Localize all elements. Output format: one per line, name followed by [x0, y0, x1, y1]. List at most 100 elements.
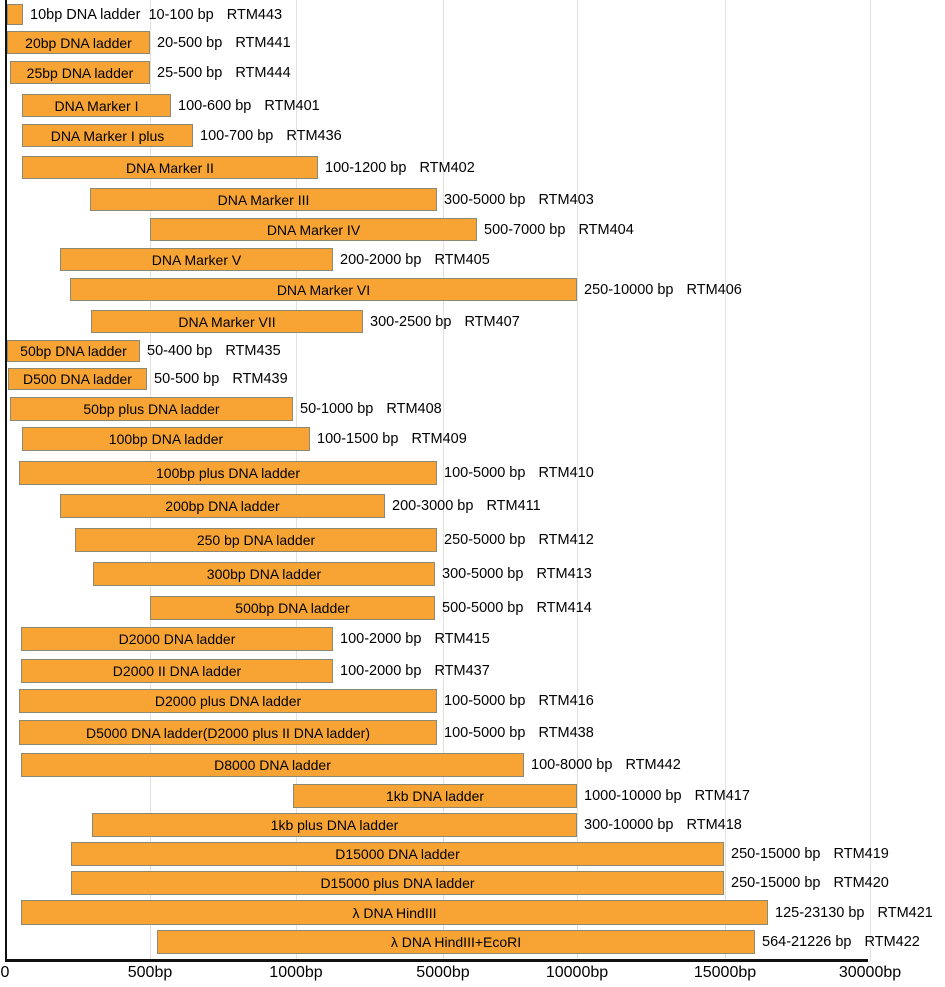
range-bar: 1kb plus DNA ladder [92, 813, 577, 837]
row-annotation: 250 bp DNA ladder 250-5000 bp RTM412 [444, 528, 594, 552]
ladder-name-label: D2000 II DNA ladder [112, 663, 242, 679]
catalog-number-label: RTM402 [419, 159, 475, 176]
range-bar: D2000 plus DNA ladder [19, 689, 437, 713]
gridline-15000 [725, 0, 726, 961]
row-annotation: DNA Marker VI 250-10000 bp RTM406 [584, 278, 742, 301]
gridline-10000 [577, 0, 578, 961]
catalog-number-label: RTM416 [538, 693, 594, 709]
catalog-number-label: RTM435 [225, 343, 281, 359]
catalog-number-label: RTM436 [286, 127, 342, 144]
gridline-5000 [443, 0, 444, 961]
ladder-name-label: 50bp plus DNA ladder [83, 401, 220, 417]
catalog-number-label: RTM412 [538, 532, 594, 548]
size-range-label: 300-2500 bp [370, 313, 452, 330]
size-range-label: 200-3000 bp [392, 498, 474, 514]
row-annotation: D2000 II DNA ladder 100-2000 bp RTM437 [340, 659, 490, 683]
row-annotation: 50bp plus DNA ladder 50-1000 bp RTM408 [300, 397, 442, 421]
row-annotation: λ DNA HindIII 125-23130 bp RTM421 [775, 900, 933, 925]
ladder-name-label: 500bp DNA ladder [235, 600, 350, 616]
x-tick-label-30000: 30000bp [838, 964, 902, 981]
range-bar: 500bp DNA ladder [150, 596, 435, 620]
catalog-number-label: RTM442 [625, 757, 681, 773]
size-range-label: 50-500 bp [154, 371, 220, 387]
range-bar: 250 bp DNA ladder [75, 528, 437, 552]
catalog-number-label: RTM414 [536, 600, 592, 616]
size-range-label: 100-2000 bp [340, 631, 422, 647]
ladder-name-label: D500 DNA ladder [23, 371, 132, 387]
row-annotation: D15000 DNA ladder 250-15000 bp RTM419 [731, 842, 889, 866]
size-range-label: 1000-10000 bp [584, 788, 682, 804]
range-bar: 100bp plus DNA ladder [19, 461, 437, 485]
range-bar: D2000 II DNA ladder [21, 659, 333, 683]
catalog-number-label: RTM415 [434, 631, 490, 647]
size-range-label: 250-15000 bp [731, 846, 821, 862]
row-annotation: 300bp DNA ladder 300-5000 bp RTM413 [442, 562, 592, 586]
ladder-name-label: D2000 plus DNA ladder [154, 693, 302, 709]
ladder-name-label: 250 bp DNA ladder [196, 532, 316, 548]
catalog-number-label: RTM420 [833, 875, 889, 891]
catalog-number-label: RTM413 [536, 566, 592, 582]
ladder-name-label: DNA Marker II [126, 159, 214, 176]
size-range-label: 250-5000 bp [444, 532, 526, 548]
row-annotation: λ DNA HindIII+EcoRI 564-21226 bp RTM422 [762, 930, 920, 954]
range-bar: D8000 DNA ladder [21, 753, 524, 777]
catalog-number-label: RTM421 [877, 904, 933, 921]
size-range-label: 100-5000 bp [444, 693, 526, 709]
range-bar: 20bp DNA ladder [7, 31, 150, 54]
x-tick-label-0: 0 [0, 964, 10, 981]
size-range-label: 20-500 bp [157, 34, 223, 51]
ladder-name-label: 100bp DNA ladder [108, 431, 224, 447]
ladder-name-label: D8000 DNA ladder [214, 757, 331, 773]
size-range-label: 10-100 bp [148, 6, 214, 23]
ladder-name-label: 200bp DNA ladder [165, 498, 280, 514]
catalog-number-label: RTM441 [235, 34, 291, 51]
size-range-label: 300-5000 bp [444, 191, 526, 208]
row-annotation: DNA Marker V 200-2000 bp RTM405 [340, 248, 490, 271]
range-bar: 1kb DNA ladder [293, 784, 577, 808]
x-tick-label-500: 500bp [127, 964, 173, 981]
ladder-name-label: 300bp DNA ladder [206, 566, 322, 582]
gridline-30000 [870, 0, 871, 961]
row-annotation: 1kb plus DNA ladder 300-10000 bp RTM418 [584, 813, 742, 837]
ladder-name-label: 25bp DNA ladder [26, 64, 134, 81]
range-bar: DNA Marker III [90, 188, 437, 211]
range-bar: 50bp DNA ladder [7, 340, 140, 362]
row-annotation: D15000 plus DNA ladder 250-15000 bp RTM4… [731, 871, 889, 895]
ladder-name-label: 50bp DNA ladder [20, 343, 127, 359]
ladder-name-label: DNA Marker V [151, 251, 242, 268]
row-annotation: 20bp DNA ladder 20-500 bp RTM441 [157, 31, 291, 54]
row-annotation: 100bp DNA ladder 100-1500 bp RTM409 [317, 427, 467, 451]
size-range-label: 300-5000 bp [442, 566, 524, 582]
size-range-label: 100-5000 bp [444, 724, 526, 741]
catalog-number-label: RTM403 [538, 191, 594, 208]
range-bar: DNA Marker VI [70, 278, 577, 301]
range-bar: 25bp DNA ladder [10, 61, 150, 84]
row-annotation: D5000 DNA ladder(D2000 plus II DNA ladde… [444, 720, 594, 745]
size-range-label: 100-2000 bp [340, 663, 422, 679]
range-bar: DNA Marker VII [91, 310, 363, 333]
catalog-number-label: RTM404 [578, 221, 634, 238]
range-bar: 100bp DNA ladder [22, 427, 310, 451]
size-range-label: 50-400 bp [147, 343, 213, 359]
catalog-number-label: RTM418 [686, 817, 742, 833]
ladder-name-label: 1kb plus DNA ladder [270, 817, 399, 833]
row-annotation: 10bp DNA ladder 10-100 bp RTM443 [30, 4, 282, 25]
range-bar: DNA Marker V [60, 248, 333, 271]
catalog-number-label: RTM419 [833, 846, 889, 862]
range-bar: DNA Marker I [22, 94, 171, 117]
ladder-name-label: D15000 plus DNA ladder [320, 875, 475, 891]
ladder-name-label: D5000 DNA ladder(D2000 plus II DNA ladde… [85, 724, 371, 741]
row-annotation: DNA Marker I 100-600 bp RTM401 [178, 94, 320, 117]
range-bar: λ DNA HindIII+EcoRI [157, 930, 755, 954]
ladder-name-label: λ DNA HindIII [352, 904, 437, 921]
catalog-number-label: RTM444 [235, 64, 291, 81]
x-tick-label-1000: 1000bp [269, 964, 323, 981]
catalog-number-label: RTM439 [232, 371, 288, 387]
x-tick-label-10000: 10000bp [545, 964, 609, 981]
row-annotation: DNA Marker I plus 100-700 bp RTM436 [200, 124, 342, 147]
size-range-label: 564-21226 bp [762, 934, 852, 950]
size-range-label: 100-8000 bp [531, 757, 613, 773]
range-bar: DNA Marker IV [150, 218, 477, 241]
row-annotation: 200bp DNA ladder 200-3000 bp RTM411 [392, 494, 541, 518]
row-annotation: 25bp DNA ladder 25-500 bp RTM444 [157, 61, 291, 84]
